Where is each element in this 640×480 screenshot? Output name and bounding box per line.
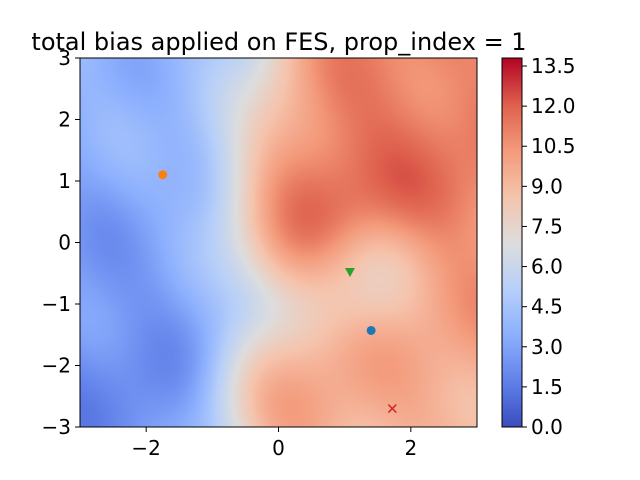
markers-layer (158, 170, 397, 414)
colorbar-tick-label: 12.0 (531, 94, 576, 118)
colorbar-tick-label: 3.0 (531, 335, 563, 359)
colorbar-gradient (502, 58, 522, 427)
x-tick-label: 2 (404, 436, 417, 460)
colorbar-tick-label: 13.5 (531, 54, 576, 78)
marker-circle (158, 170, 168, 180)
colorbar-tick-label: 1.5 (531, 375, 563, 399)
x-tick-label: −2 (131, 436, 160, 460)
x-tick-label: 0 (272, 436, 285, 460)
y-tick-label: 1 (58, 169, 71, 193)
marker-x (387, 404, 397, 414)
x-axis: −2 0 2 (131, 427, 417, 460)
colorbar-ticks: 0.0 1.5 3.0 4.5 6.0 7.5 9.0 10.5 12.0 13.5 (522, 54, 576, 439)
y-tick-label: −2 (42, 354, 71, 378)
y-tick-label: 2 (58, 108, 71, 132)
colorbar-tick-label: 7.5 (531, 214, 563, 238)
chart-title: total bias applied on FES, prop_index = … (31, 28, 526, 56)
marker-triangle-down (344, 268, 355, 278)
y-tick-label: 0 (58, 231, 71, 255)
colorbar-tick-label: 9.0 (531, 174, 563, 198)
y-tick-label: 3 (58, 46, 71, 70)
colorbar-frame (501, 57, 523, 428)
marker-circle (366, 325, 376, 335)
plot-area (79, 57, 478, 428)
y-tick-label: −1 (42, 292, 71, 316)
colorbar-tick-label: 0.0 (531, 415, 563, 439)
colorbar-tick-label: 6.0 (531, 255, 563, 279)
colorbar-tick-label: 4.5 (531, 295, 563, 319)
colorbar-tick-label: 10.5 (531, 134, 576, 158)
colorbar: 0.0 1.5 3.0 4.5 6.0 7.5 9.0 10.5 12.0 13.5 (501, 54, 576, 439)
heatmap-field (80, 58, 477, 427)
y-axis: −3 −2 −1 0 1 2 3 (42, 46, 80, 439)
y-tick-label: −3 (42, 415, 71, 439)
